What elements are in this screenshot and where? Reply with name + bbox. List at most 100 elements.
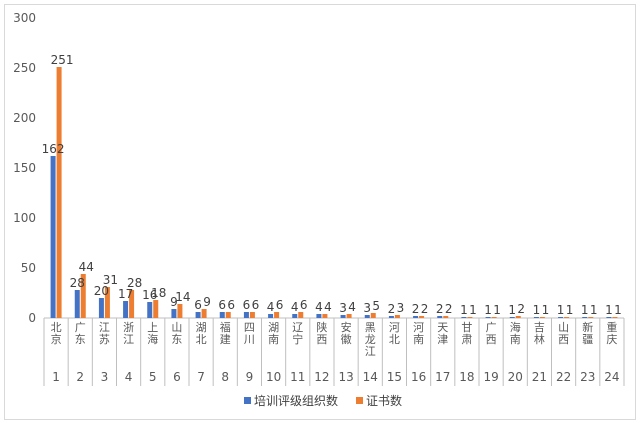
bar-orgs (364, 315, 370, 318)
category-index-label: 8 (221, 370, 229, 384)
y-tick-label: 250 (13, 61, 36, 75)
bar-orgs (98, 298, 104, 318)
bar-orgs (533, 317, 539, 318)
data-label-certs: 3 (397, 301, 405, 315)
data-label-certs: 1 (493, 303, 501, 317)
data-label-orgs: 3 (339, 301, 347, 315)
bar-orgs (74, 290, 80, 318)
bar-orgs (195, 312, 201, 318)
category-label: 江苏 (99, 321, 110, 346)
bar-certs (612, 317, 618, 318)
category-index-label: 10 (266, 370, 281, 384)
category-label: 天津 (437, 321, 448, 346)
category-label: 北京 (51, 321, 62, 346)
data-label-orgs: 1 (533, 303, 541, 317)
category-index-label: 16 (411, 370, 426, 384)
category-index-label: 15 (387, 370, 402, 384)
y-tick-label: 200 (13, 111, 36, 125)
data-label-orgs: 6 (243, 298, 251, 312)
category-index-label: 6 (173, 370, 181, 384)
data-label-certs: 251 (51, 53, 74, 67)
data-label-orgs: 1 (508, 303, 516, 317)
data-label-orgs: 3 (363, 301, 371, 315)
bar-certs (249, 312, 255, 318)
data-label-certs: 9 (203, 295, 211, 309)
data-label-orgs: 1 (484, 303, 492, 317)
bar-orgs (292, 314, 298, 318)
bar-certs (225, 312, 231, 318)
bar-orgs (388, 316, 394, 318)
bar-certs (129, 290, 135, 318)
bar-orgs (461, 317, 467, 318)
category-index-label: 21 (532, 370, 547, 384)
bar-orgs (509, 317, 515, 318)
category-index-label: 7 (197, 370, 205, 384)
category-index-label: 12 (314, 370, 329, 384)
category-label: 海南 (510, 320, 521, 346)
data-label-orgs: 4 (291, 300, 299, 314)
category-label: 四川 (244, 321, 255, 346)
data-label-orgs: 4 (315, 300, 323, 314)
bar-certs (467, 317, 473, 318)
chart-frame (4, 4, 636, 420)
category-label: 河南 (413, 321, 424, 346)
category-index-label: 24 (604, 370, 619, 384)
data-label-certs: 6 (252, 298, 260, 312)
bar-certs (322, 314, 328, 318)
category-label: 黑龙江 (365, 321, 376, 358)
bar-orgs (50, 156, 56, 318)
y-tick-label: 50 (21, 261, 36, 275)
data-label-certs: 1 (614, 303, 622, 317)
bar-orgs (219, 312, 225, 318)
category-index-label: 23 (580, 370, 595, 384)
data-label-certs: 5 (372, 299, 380, 313)
category-index-label: 14 (363, 370, 378, 384)
legend-label: 培训评级组织数 (254, 393, 338, 408)
data-label-orgs: 1 (460, 303, 468, 317)
category-label: 广东 (75, 321, 86, 346)
data-label-orgs: 162 (42, 142, 65, 156)
category-label: 湖北 (196, 321, 207, 346)
category-label: 甘肃 (461, 321, 472, 346)
bar-certs (153, 300, 159, 318)
category-index-label: 2 (76, 370, 84, 384)
data-label-certs: 1 (590, 303, 598, 317)
category-label: 山东 (171, 321, 182, 346)
data-label-orgs: 2 (412, 302, 420, 316)
data-label-orgs: 4 (267, 300, 275, 314)
data-label-certs: 6 (300, 298, 308, 312)
bar-orgs (413, 316, 419, 318)
bar-certs (201, 309, 207, 318)
bar-certs (56, 67, 62, 318)
data-label-certs: 2 (421, 302, 429, 316)
bar-certs (177, 304, 183, 318)
category-label: 安徽 (341, 320, 352, 346)
y-tick-label: 150 (13, 161, 36, 175)
bar-orgs (268, 314, 274, 318)
data-label-certs: 4 (348, 300, 356, 314)
bar-orgs (147, 302, 153, 318)
bar-certs (274, 312, 280, 318)
bar-orgs (582, 317, 588, 318)
category-label: 湖南 (268, 321, 279, 346)
category-label: 重庆 (606, 320, 617, 346)
bar-orgs (316, 314, 322, 318)
bar-certs (588, 317, 594, 318)
data-label-certs: 2 (517, 302, 525, 316)
y-tick-label: 100 (13, 211, 36, 225)
bar-orgs (171, 309, 177, 318)
data-label-orgs: 2 (388, 302, 396, 316)
category-label: 山西 (558, 321, 569, 346)
bar-certs (539, 317, 545, 318)
data-label-orgs: 16 (142, 288, 157, 302)
bar-orgs (437, 316, 443, 318)
category-label: 福建 (220, 320, 231, 346)
bar-certs (104, 287, 110, 318)
category-index-label: 22 (556, 370, 571, 384)
bar-orgs (606, 317, 612, 318)
data-label-certs: 1 (469, 303, 477, 317)
y-tick-label: 0 (28, 311, 36, 325)
y-tick-label: 300 (13, 11, 36, 25)
bar-orgs (340, 315, 346, 318)
